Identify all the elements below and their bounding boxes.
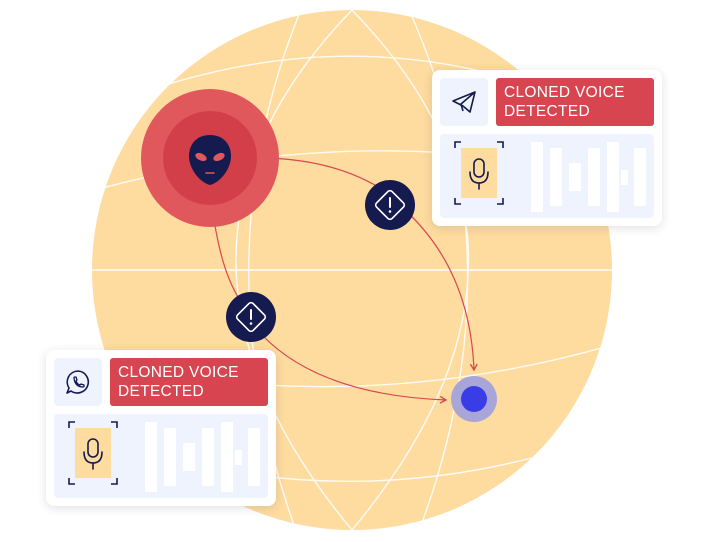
cloned-voice-alert-label: CLONED VOICE DETECTED xyxy=(496,78,654,126)
microphone-icon xyxy=(83,438,103,470)
target-dot-icon xyxy=(461,386,487,412)
voice-analysis-panel xyxy=(54,414,268,498)
alert-card-whatsapp: CLONED VOICE DETECTED xyxy=(46,350,276,506)
voice-waveform xyxy=(531,142,646,212)
telegram-app-tile xyxy=(440,78,488,126)
telegram-icon xyxy=(452,91,476,113)
alien-icon xyxy=(189,135,231,185)
microphone-scan-tile xyxy=(454,141,504,205)
attacker-node xyxy=(141,89,279,227)
alert-card-telegram: CLONED VOICE DETECTED xyxy=(432,70,662,226)
warning-node-left xyxy=(226,292,276,342)
voice-analysis-panel xyxy=(440,134,654,218)
whatsapp-icon xyxy=(66,370,90,394)
connector-to-target-top xyxy=(404,209,478,372)
warning-diamond-icon xyxy=(374,189,406,221)
target-node xyxy=(451,376,497,422)
warning-node-top xyxy=(365,180,415,230)
microphone-scan-tile xyxy=(68,421,118,485)
microphone-icon xyxy=(469,158,489,190)
voice-waveform xyxy=(145,422,260,492)
warning-diamond-icon xyxy=(235,301,267,333)
cloned-voice-alert-label: CLONED VOICE DETECTED xyxy=(110,358,268,406)
whatsapp-app-tile xyxy=(54,358,102,406)
connector-to-target-left xyxy=(261,334,448,404)
